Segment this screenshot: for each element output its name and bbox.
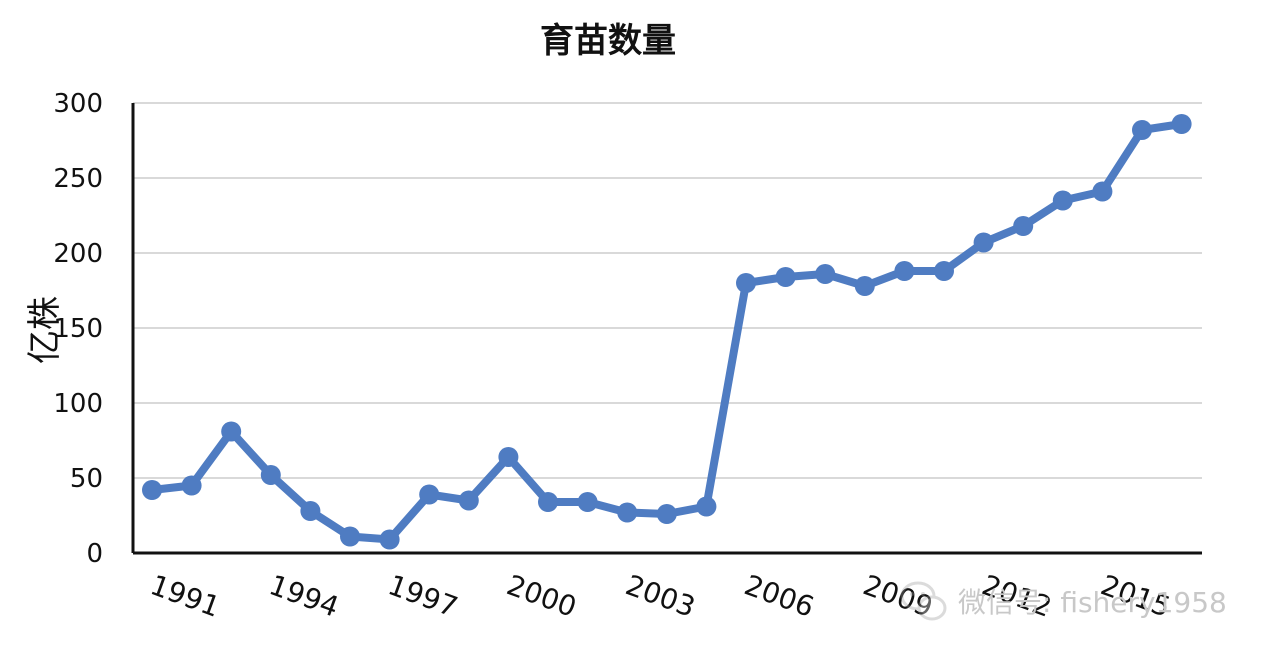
data-point: [775, 267, 796, 287]
x-tick-label: 2003: [621, 568, 699, 623]
y-tick-labels: 0 50 100 150 200 250 300: [53, 89, 103, 569]
grid-lines: [133, 102, 1202, 479]
data-point: [181, 475, 202, 496]
data-point: [419, 484, 440, 505]
axes: [131, 103, 1202, 555]
y-tick-label: 250: [53, 164, 103, 194]
y-tick-label: 0: [86, 539, 103, 569]
data-point: [458, 490, 479, 511]
data-point: [1132, 120, 1152, 140]
data-point: [221, 421, 242, 442]
watermark-text: 微信号: fishery1958: [958, 586, 1227, 619]
data-point: [1052, 190, 1073, 211]
data-point: [379, 529, 400, 550]
data-point: [340, 526, 360, 547]
y-tick-label: 300: [53, 89, 103, 119]
y-tick-label: 100: [53, 389, 103, 419]
x-tick-label: 2006: [740, 568, 818, 623]
watermark: 微信号: fishery1958: [900, 581, 1227, 621]
x-tick-label: 2000: [503, 568, 581, 623]
data-point: [1171, 114, 1192, 134]
data-point: [260, 465, 281, 485]
data-point: [934, 261, 954, 281]
data-point: [498, 447, 519, 467]
data-point: [854, 276, 875, 296]
series-points: [142, 114, 1192, 550]
data-point: [656, 504, 677, 524]
data-point: [577, 492, 598, 512]
data-point: [696, 496, 717, 517]
y-axis-label: 亿株: [25, 296, 65, 364]
x-tick-label: 1997: [384, 568, 462, 623]
data-point: [736, 273, 756, 293]
x-tick-label: 1994: [265, 568, 343, 623]
data-point: [1092, 181, 1113, 202]
y-tick-label: 50: [70, 464, 103, 494]
data-point: [300, 501, 321, 521]
y-tick-label: 150: [53, 314, 103, 344]
wechat-icon: [900, 581, 947, 621]
chart-title: 育苗数量: [540, 21, 676, 61]
data-point: [894, 261, 915, 281]
data-point: [142, 480, 162, 500]
data-point: [815, 264, 836, 284]
x-tick-label: 1991: [146, 568, 224, 623]
data-point: [1013, 216, 1034, 236]
data-point: [617, 502, 638, 523]
y-tick-label: 200: [53, 239, 103, 269]
data-point: [538, 492, 558, 512]
data-point: [973, 232, 994, 253]
